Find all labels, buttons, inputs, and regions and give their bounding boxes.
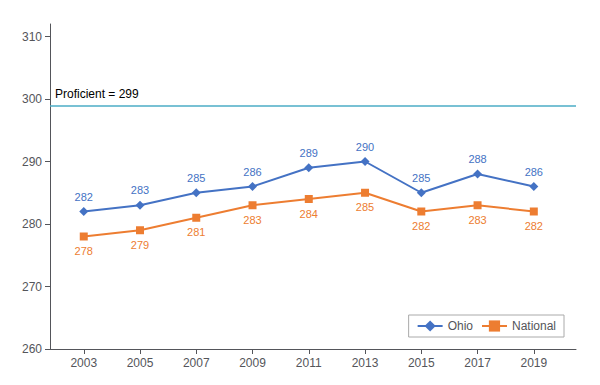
svg-text:290: 290 — [356, 141, 374, 153]
svg-text:2007: 2007 — [183, 356, 210, 370]
svg-text:2019: 2019 — [520, 356, 547, 370]
svg-text:285: 285 — [187, 172, 205, 184]
svg-text:286: 286 — [525, 166, 543, 178]
svg-text:260: 260 — [22, 342, 42, 356]
svg-text:National: National — [512, 319, 556, 333]
svg-text:284: 284 — [300, 208, 318, 220]
svg-text:2011: 2011 — [296, 356, 322, 370]
svg-text:285: 285 — [412, 172, 430, 184]
svg-text:Ohio: Ohio — [448, 319, 474, 333]
svg-text:2003: 2003 — [70, 356, 97, 370]
svg-text:283: 283 — [131, 184, 149, 196]
svg-text:283: 283 — [468, 214, 486, 226]
svg-text:278: 278 — [75, 245, 93, 257]
svg-text:282: 282 — [75, 191, 93, 203]
svg-text:2009: 2009 — [239, 356, 266, 370]
svg-text:285: 285 — [356, 201, 374, 213]
svg-text:289: 289 — [300, 147, 318, 159]
svg-text:283: 283 — [243, 214, 261, 226]
svg-text:282: 282 — [412, 220, 430, 232]
svg-text:Proficient = 299: Proficient = 299 — [55, 87, 139, 101]
svg-text:290: 290 — [22, 155, 42, 169]
svg-text:300: 300 — [22, 92, 42, 106]
svg-text:280: 280 — [22, 217, 42, 231]
svg-text:2013: 2013 — [352, 356, 379, 370]
svg-text:279: 279 — [131, 239, 149, 251]
svg-text:281: 281 — [187, 226, 205, 238]
svg-text:288: 288 — [468, 153, 486, 165]
svg-text:2005: 2005 — [127, 356, 154, 370]
svg-text:2015: 2015 — [408, 356, 435, 370]
svg-text:282: 282 — [525, 220, 543, 232]
svg-text:2017: 2017 — [464, 356, 491, 370]
svg-text:310: 310 — [22, 30, 42, 44]
svg-text:286: 286 — [243, 166, 261, 178]
svg-text:270: 270 — [22, 280, 42, 294]
